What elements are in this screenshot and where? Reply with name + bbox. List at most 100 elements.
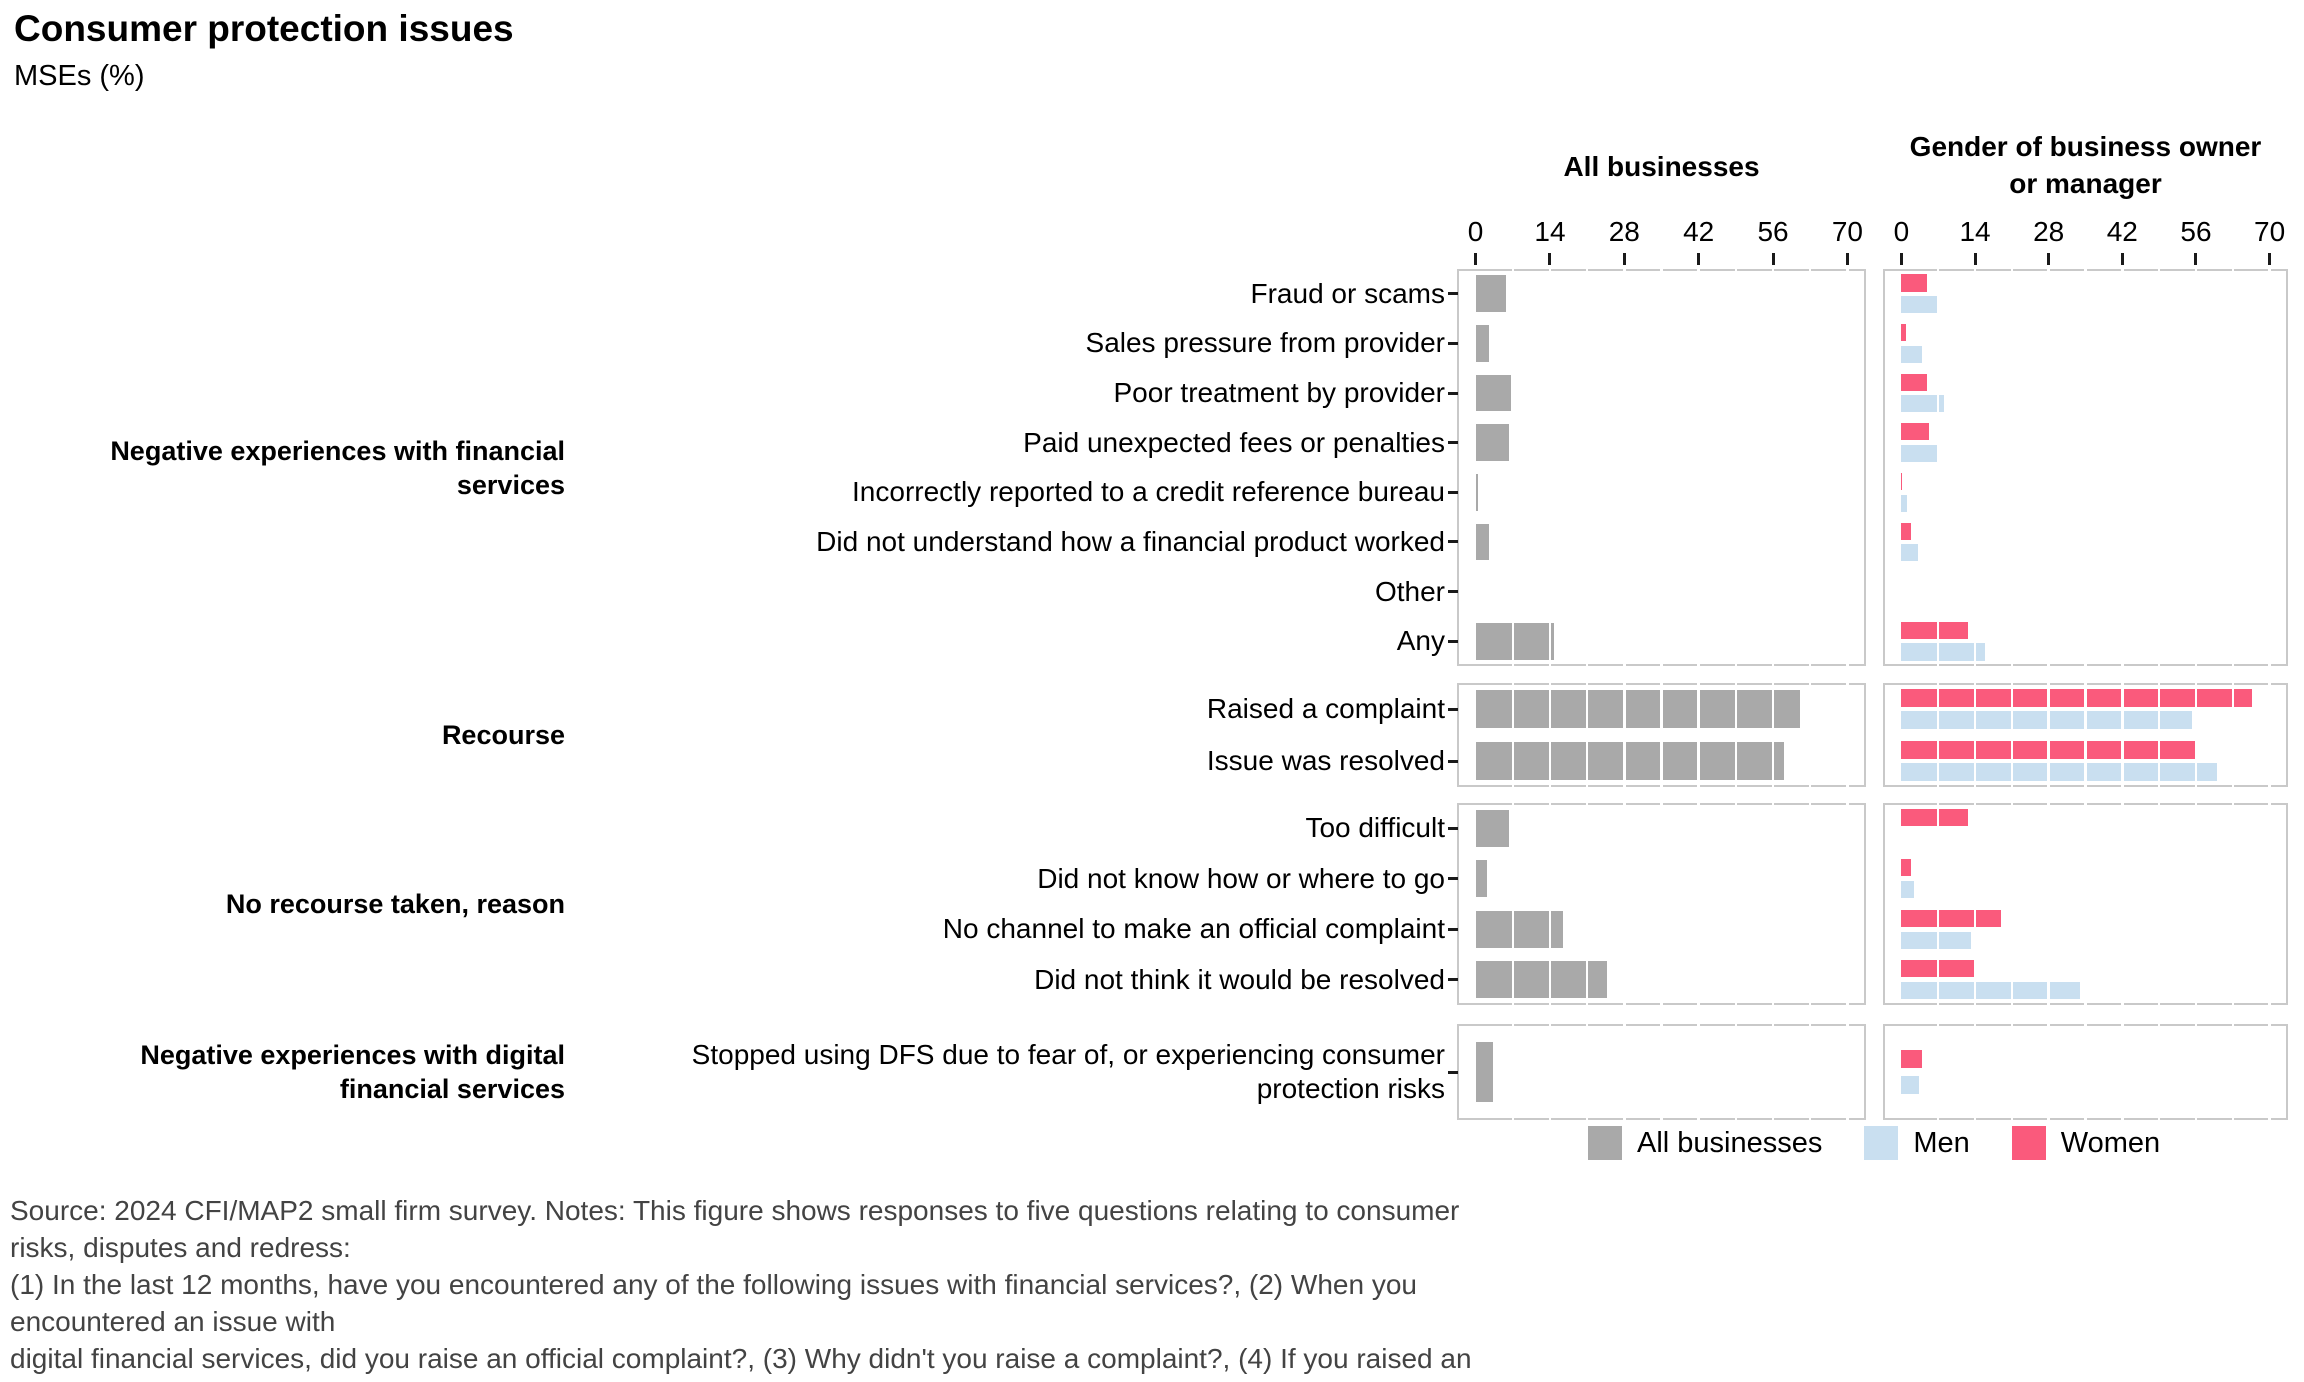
gridline [1846, 803, 1849, 1005]
gridline [2010, 803, 2014, 1005]
bar-all-businesses [1475, 325, 1489, 362]
category-label-line: Issue was resolved [1206, 745, 1445, 776]
panel-gender [1883, 803, 2288, 1005]
legend: All businesses Men Women [1588, 1126, 2160, 1160]
bar-all-businesses [1475, 622, 1555, 660]
x-axis-tick-label: 28 [1608, 216, 1640, 247]
bar-women [1901, 808, 1969, 826]
bar-men [1901, 1076, 1920, 1095]
row-group-label: Recourse [0, 718, 565, 752]
category-label-line: Stopped using DFS due to fear of, or exp… [691, 1039, 1445, 1070]
x-axis-tick-label: 70 [1831, 216, 1863, 247]
x-axis-tick-mark [1697, 253, 1701, 265]
y-axis-tick-mark [1448, 590, 1458, 594]
gridline [1511, 1024, 1515, 1120]
panel-header-gender: Gender of business owner or manager [1883, 128, 2288, 202]
panel-header-gender-line1: Gender of business owner [1909, 131, 2262, 162]
gridline [1808, 803, 1812, 1005]
gridline [1660, 1024, 1663, 1120]
gridline [1846, 269, 1849, 666]
gridline [1734, 1024, 1738, 1120]
category-label-line: Poor treatment by provider [1113, 377, 1446, 409]
bar-women [1901, 1049, 1922, 1068]
gridline [1771, 1024, 1775, 1120]
gridline [1771, 269, 1775, 666]
y-axis-tick-mark [1448, 978, 1458, 982]
gridline [2084, 683, 2087, 787]
x-axis-tick-mark [2194, 253, 2198, 265]
category-label: Incorrectly reported to a credit referen… [558, 475, 1445, 509]
x-axis-tick-mark [1622, 253, 1626, 265]
gridline [1697, 1024, 1700, 1120]
gridline [1623, 803, 1626, 1005]
legend-label: All businesses [1637, 1126, 1823, 1159]
gridline [1936, 1024, 1940, 1120]
x-axis-tick-label: 42 [1683, 216, 1715, 247]
bar-women [1901, 274, 1927, 292]
bar-all-businesses [1475, 689, 1800, 729]
x-axis-tick-mark [1548, 253, 1552, 265]
gridline [1936, 683, 1940, 787]
gridline [2231, 803, 2235, 1005]
gridline [1548, 1024, 1552, 1120]
bar-women [1901, 324, 1907, 342]
gridline [1771, 803, 1775, 1005]
y-axis-tick-mark [1448, 1070, 1458, 1074]
bar-women [1901, 909, 2001, 927]
gridline [2121, 683, 2124, 787]
gridline [2010, 1024, 2014, 1120]
y-axis-tick-mark [1448, 292, 1458, 296]
all-businesses-swatch [1588, 1126, 1622, 1160]
category-label-line: Other [1374, 575, 1445, 607]
gridline [1808, 269, 1812, 666]
panel-header-all-businesses: All businesses [1563, 151, 1760, 182]
panel-all-businesses [1457, 269, 1866, 666]
gridline [1623, 1024, 1626, 1120]
x-axis-tick-mark [1845, 253, 1849, 265]
source-note-line: (1) In the last 12 months, have you enco… [10, 1269, 1417, 1337]
category-label: Too difficult [558, 811, 1445, 845]
bar-all-businesses [1475, 1042, 1493, 1102]
category-label-line: Did not know how or where to go [1037, 862, 1445, 894]
bar-women [1901, 373, 1927, 391]
x-axis-tick-mark [1899, 253, 1903, 265]
panel-all-businesses [1457, 803, 1866, 1005]
row-group-label-line: Negative experiences with digital [140, 1040, 565, 1070]
men-swatch [1864, 1126, 1899, 1160]
gridline [2047, 269, 2050, 666]
gridline [2157, 683, 2161, 787]
x-axis-tick-label: 0 [1467, 216, 1484, 247]
category-label: Fraud or scams [558, 277, 1446, 311]
category-label: No channel to make an official complaint [558, 912, 1445, 946]
gridline [1808, 1024, 1812, 1120]
panel-all-businesses [1457, 1024, 1866, 1120]
bar-men [1901, 494, 1908, 512]
gridline [2047, 683, 2050, 787]
category-label: Poor treatment by provider [558, 376, 1446, 410]
gridline [2084, 269, 2087, 666]
category-label-line: No channel to make an official complaint [942, 913, 1445, 945]
bar-women [1901, 472, 1903, 491]
gridline [1734, 803, 1738, 1005]
bar-all-businesses [1475, 741, 1784, 781]
gridline [2084, 1024, 2087, 1120]
gridline [2010, 683, 2014, 787]
legend-label: Men [1913, 1126, 1970, 1159]
gridline [1973, 683, 1977, 787]
gridline [1973, 803, 1977, 1005]
gridline [2194, 1024, 2198, 1120]
bar-all-businesses [1475, 961, 1607, 999]
gridline [2268, 1024, 2271, 1120]
gridline [2121, 1024, 2124, 1120]
gridline [2047, 803, 2050, 1005]
category-label: Did not understand how a financial produ… [558, 525, 1445, 559]
bar-men [1901, 982, 2081, 1000]
category-label-line: Any [1396, 625, 1445, 657]
bar-women [1901, 621, 1969, 639]
gridline [1548, 269, 1552, 666]
gridline [2194, 683, 2198, 787]
row-group-label-line: services [456, 469, 565, 500]
gridline [2231, 683, 2235, 787]
y-axis-tick-mark [1448, 441, 1458, 445]
category-label: Any [558, 624, 1445, 658]
